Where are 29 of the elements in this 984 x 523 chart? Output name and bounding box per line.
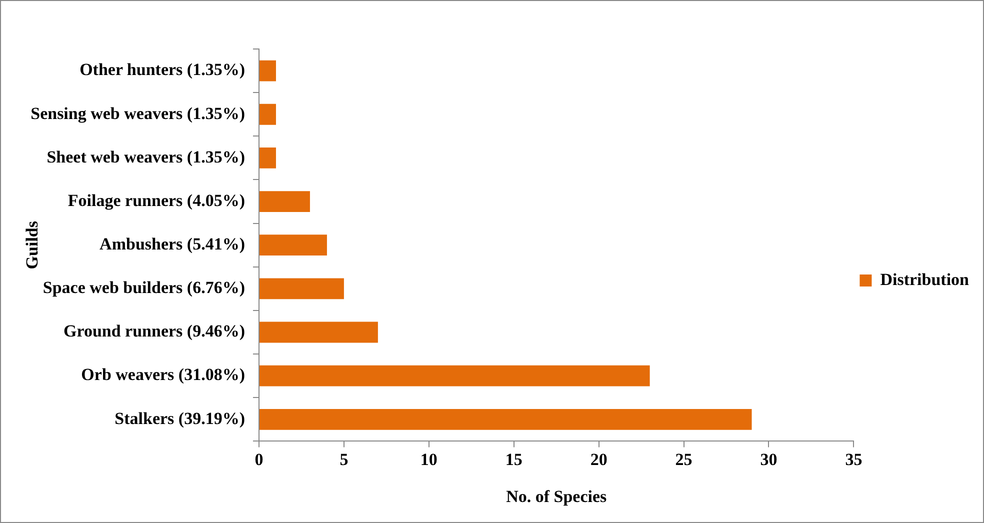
bar <box>260 278 344 300</box>
bar <box>260 104 276 125</box>
bar <box>260 147 276 168</box>
x-axis-title: No. of Species <box>506 487 608 506</box>
x-tick-label: 25 <box>675 450 692 469</box>
x-tick-label: 30 <box>760 450 778 469</box>
y-tick-label: Space web builders (6.76%) <box>42 278 245 298</box>
bar <box>260 365 650 386</box>
bar <box>260 408 752 430</box>
y-tick-label: Sensing web weavers (1.35%) <box>30 104 245 123</box>
x-tick-label: 20 <box>590 450 608 469</box>
x-tick-label: 5 <box>340 450 348 469</box>
y-tick-label: Ambushers (5.41%) <box>100 234 245 254</box>
bar <box>260 322 378 343</box>
x-tick-label: 0 <box>254 450 264 469</box>
bar <box>260 234 327 256</box>
x-tick-label: 10 <box>420 450 438 469</box>
y-tick-label: Stalkers (39.19%) <box>114 408 245 428</box>
y-tick-label: Ground runners (9.46%) <box>63 322 245 341</box>
bar <box>260 191 310 212</box>
x-tick-label: 15 <box>505 450 522 469</box>
y-tick-label: Orb weavers (31.08%) <box>81 365 245 384</box>
y-axis-title: Guilds <box>22 220 42 270</box>
bar <box>260 60 276 82</box>
y-tick-label: Other hunters (1.35%) <box>80 60 245 80</box>
y-tick-label: Foilage runners (4.05%) <box>68 190 245 210</box>
x-tick-label: 35 <box>845 450 862 469</box>
legend-label: Distribution <box>880 270 970 289</box>
y-tick-label: Sheet web weavers (1.35%) <box>46 147 245 166</box>
